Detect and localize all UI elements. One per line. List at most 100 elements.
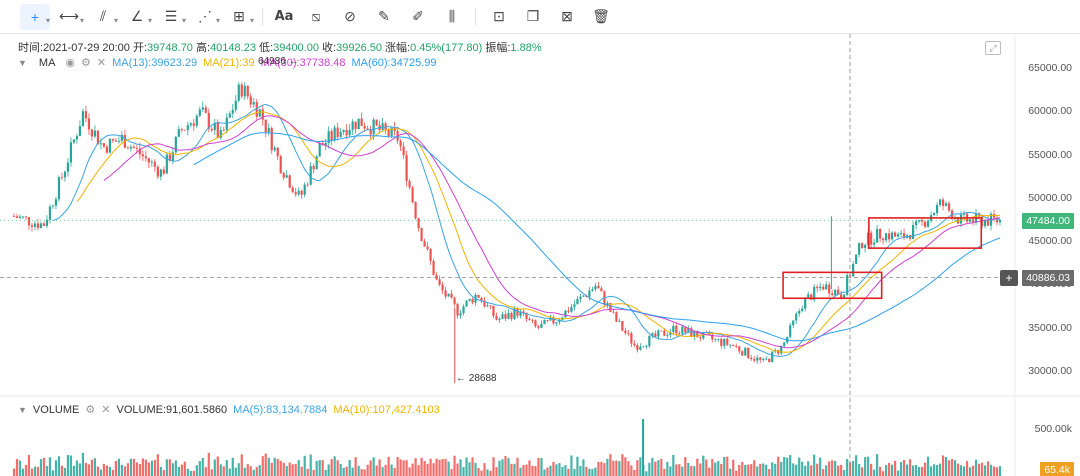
volume-bar [300,466,303,476]
volume-bar [255,466,258,476]
volume-bar [804,465,807,476]
volume-bar [162,470,165,476]
volume-bar [141,458,144,476]
candle-body [492,305,495,316]
volume-bar [926,456,930,476]
dropdown-caret-icon: ▾ [249,15,254,25]
volume-bar [156,454,159,476]
volume-bar [201,457,204,476]
candle-body [117,140,120,142]
volume-bar [183,461,186,476]
candle-body [219,130,222,139]
measure-icon[interactable]: ⊞ ▾ [233,8,254,25]
volume-bar [908,459,912,476]
magnet-icon[interactable]: ⊘ [344,8,356,24]
candle-body [150,161,153,163]
volume-bar [732,459,735,476]
volume-bar [426,463,429,476]
candle-body [902,233,906,238]
gear-icon[interactable]: ⚙ [81,57,91,69]
volume-bar [75,460,79,476]
volume-bar [99,469,103,476]
candle-body [669,331,672,336]
wave-icon[interactable]: ⋰ ▾ [198,8,220,25]
eye-icon[interactable]: ◉ [65,57,76,69]
volume-bar [834,461,837,476]
candle-body [663,330,666,336]
volume-bar [285,466,288,476]
candle-body [297,190,300,195]
volume-bar [711,458,714,476]
dropdown-caret-icon: ▾ [181,15,186,25]
volume-bar [956,463,960,476]
volume-bar [603,463,606,476]
candlestick-chart[interactable] [0,34,1080,476]
volume-bar [905,464,909,476]
volume-bar [944,457,948,476]
gear-icon[interactable]: ⚙ [85,404,96,416]
parallel-channel-icon[interactable]: ⫽ ▾ [99,8,118,25]
volume-bar [507,458,510,476]
collapse-chevron-icon[interactable]: ▼ [18,404,27,415]
volume-bar [864,457,867,476]
candle-body [986,220,990,226]
close-label: 收: [322,42,337,54]
close-icon[interactable]: ✕ [101,404,111,416]
volume-bar [420,457,423,476]
text-icon[interactable]: Aa [274,9,294,24]
candle-body [78,126,82,137]
brush-icon[interactable]: ✐ [412,8,424,24]
candle-body [51,205,55,207]
trash-icon[interactable]: 🗑 [592,8,610,24]
candle-body [525,313,528,319]
expand-icon[interactable]: ⤢ [985,41,1001,55]
high-value: 40148.23 [210,42,256,54]
volume-bar [336,460,339,476]
volume-bar [450,468,453,476]
volume-bar [768,469,771,476]
volume-bar [684,457,687,476]
candle-body [495,315,498,320]
lock-icon[interactable]: ⊡ [493,8,505,24]
high-annotation: 64986 ← [258,56,299,67]
candle-body [381,123,384,131]
candle-body [675,325,678,334]
pattern-icon[interactable]: ⧅ [311,8,321,24]
volume-bar [177,466,180,476]
volume-bar [630,465,633,476]
candle-body [411,187,414,203]
settings-icon[interactable]: ⊠ [561,8,573,24]
volume-bar [81,452,85,476]
candle-body [66,162,70,172]
volume-bar [992,466,996,476]
candle-body [90,129,94,137]
volume-bar [965,461,969,476]
fib-lines-icon[interactable]: ☰ ▾ [164,8,186,25]
candle-body [780,345,783,354]
volume-bar [207,452,210,476]
candle-body [888,233,891,240]
volume-bar [624,457,627,476]
volume-bar [879,466,882,476]
candle-body [285,175,288,178]
volume-indicator-name: VOLUME [32,403,80,416]
volume-bar [408,467,411,476]
close-icon[interactable]: ✕ [96,57,107,69]
volume-bar [983,465,987,476]
horizontal-line-icon[interactable]: ⟷ ▾ [58,8,84,25]
add-alert-button[interactable]: + [1000,269,1018,286]
candle-body [741,351,744,356]
angle-icon[interactable]: ∠ ▾ [130,8,152,25]
volume-bar [765,464,768,476]
candle-body [84,111,88,119]
candle-body [714,339,717,340]
copy-icon[interactable]: ❐ [526,8,540,24]
volume-bar [303,455,306,476]
ruler-icon[interactable]: ✎ [378,8,390,24]
bars-icon[interactable]: ⫼ [448,8,456,24]
volume-bar [636,460,639,476]
crosshair-icon[interactable]: + ▾ [20,3,50,30]
candle-body [552,317,555,324]
candle-body [570,306,573,312]
collapse-chevron-icon[interactable]: ▼ [18,57,27,68]
